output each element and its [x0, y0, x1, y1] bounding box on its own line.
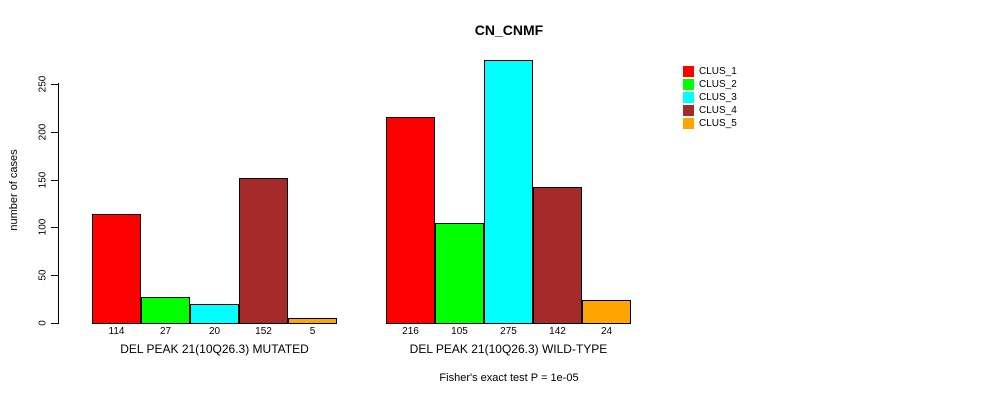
- legend-swatch: [683, 105, 694, 116]
- bar-clus_3: [484, 60, 533, 324]
- legend-entry: CLUS_2: [683, 78, 737, 91]
- group-label: DEL PEAK 21(10Q26.3) MUTATED: [120, 342, 309, 356]
- y-tick-mark: [51, 180, 58, 181]
- legend-swatch: [683, 79, 694, 90]
- bar-clus_4: [533, 187, 582, 324]
- y-axis-label: number of cases: [8, 149, 20, 231]
- legend-label: CLUS_4: [699, 105, 737, 116]
- y-tick-mark: [51, 227, 58, 228]
- legend-label: CLUS_1: [699, 66, 737, 77]
- y-tick-mark: [51, 275, 58, 276]
- bar-clus_3: [190, 304, 239, 324]
- y-tick-label: 0: [37, 320, 49, 326]
- bar-value-label: 5: [309, 326, 316, 337]
- bar-value-label: 114: [108, 326, 125, 337]
- legend-swatch: [683, 66, 694, 77]
- y-tick-label: 100: [37, 218, 49, 236]
- legend-swatch: [683, 92, 694, 103]
- y-tick-mark: [51, 132, 58, 133]
- bar-value-label: 275: [500, 326, 517, 337]
- footer-annotation: Fisher's exact test P = 1e-05: [439, 372, 579, 384]
- legend-label: CLUS_5: [699, 118, 737, 129]
- bar-clus_1: [386, 117, 435, 324]
- bar-value-label: 152: [255, 326, 272, 337]
- y-tick-label: 50: [37, 269, 49, 281]
- bar-value-label: 105: [451, 326, 468, 337]
- legend-entry: CLUS_4: [683, 104, 737, 117]
- bar-clus_2: [435, 223, 484, 324]
- y-axis-line: [58, 83, 59, 324]
- legend-entry: CLUS_3: [683, 91, 737, 104]
- bar-clus_5: [582, 300, 631, 324]
- y-tick-label: 150: [37, 171, 49, 189]
- legend-swatch: [683, 118, 694, 129]
- y-tick-mark: [51, 323, 58, 324]
- y-tick-mark: [51, 84, 58, 85]
- bar-clus_2: [141, 297, 190, 324]
- chart-title: CN_CNMF: [474, 22, 544, 38]
- bar-clus_5: [288, 318, 337, 324]
- legend-entry: CLUS_5: [683, 117, 737, 130]
- y-tick-label: 200: [37, 123, 49, 141]
- bar-value-label: 20: [208, 326, 221, 337]
- bar-clus_1: [92, 214, 141, 324]
- bar-value-label: 27: [159, 326, 172, 337]
- y-tick-label: 250: [37, 75, 49, 93]
- bar-value-label: 142: [549, 326, 566, 337]
- bar-value-label: 216: [402, 326, 419, 337]
- legend-label: CLUS_2: [699, 79, 737, 90]
- legend-label: CLUS_3: [699, 92, 737, 103]
- group-label: DEL PEAK 21(10Q26.3) WILD-TYPE: [409, 342, 608, 356]
- bar-clus_4: [239, 178, 288, 324]
- bar-value-label: 24: [600, 326, 613, 337]
- legend-entry: CLUS_1: [683, 65, 737, 78]
